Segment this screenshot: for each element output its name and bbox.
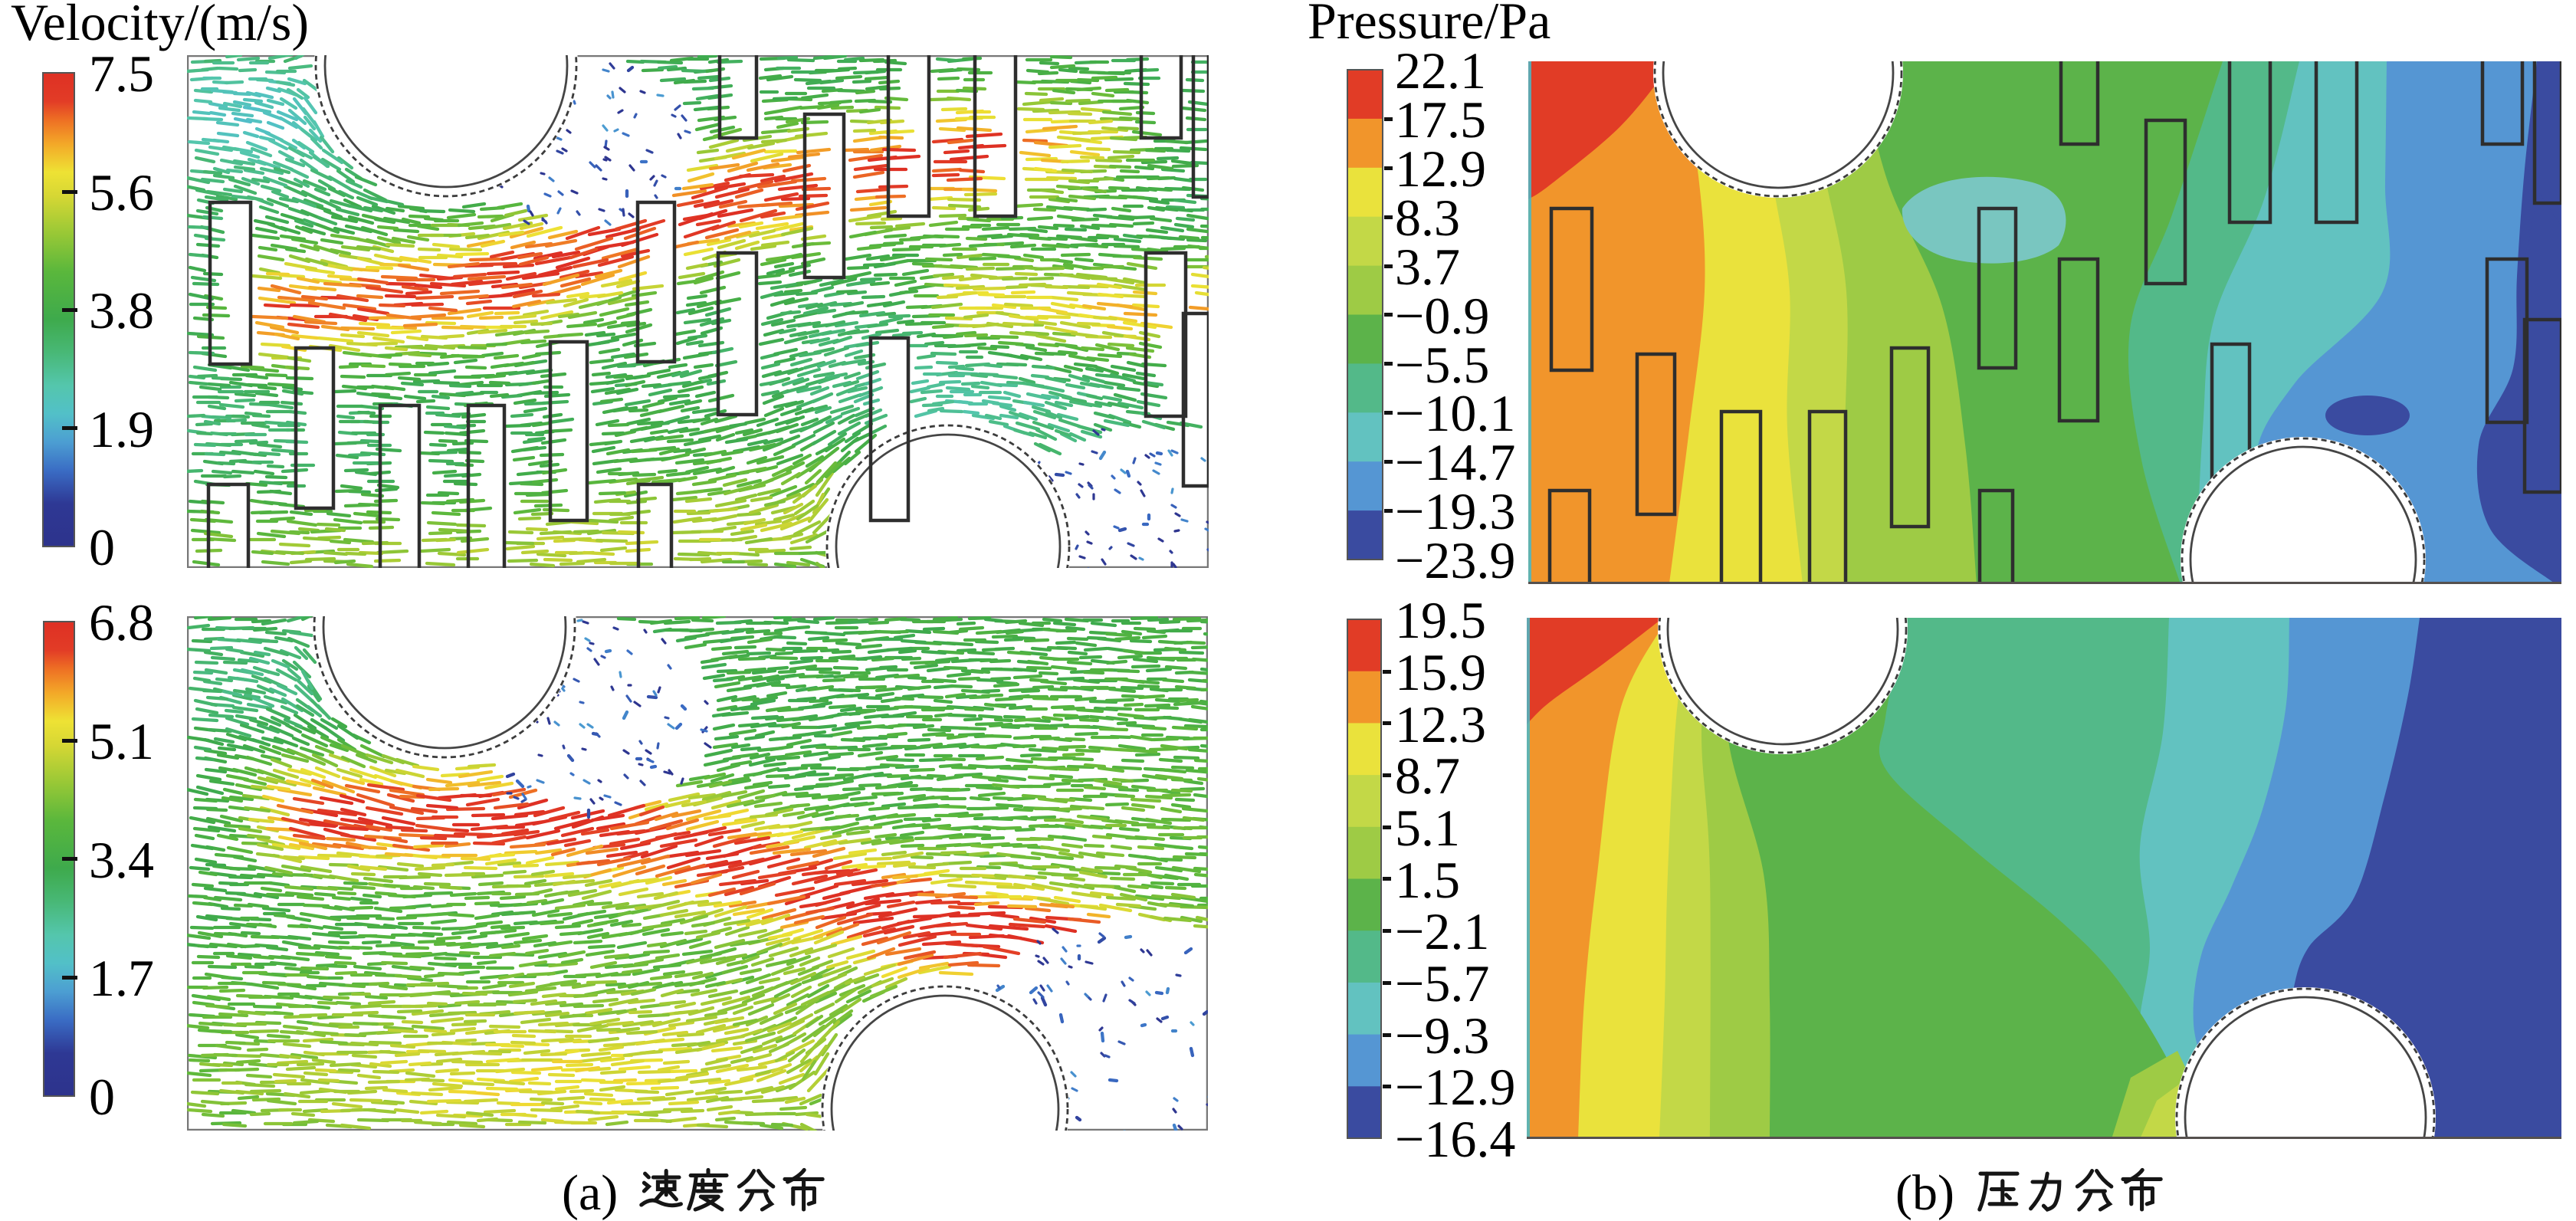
svg-text:0: 0	[89, 1068, 115, 1126]
svg-text:12.9: 12.9	[1395, 139, 1486, 198]
svg-text:17.5: 17.5	[1395, 90, 1486, 149]
svg-text:3.7: 3.7	[1395, 238, 1460, 296]
svg-text:−23.9: −23.9	[1395, 531, 1515, 589]
svg-text:6.8: 6.8	[89, 593, 154, 652]
svg-text:−14.7: −14.7	[1395, 433, 1515, 491]
svg-text:1.5: 1.5	[1395, 851, 1460, 909]
svg-text:−10.1: −10.1	[1395, 384, 1515, 442]
svg-text:(a): (a)	[562, 1165, 618, 1221]
svg-text:Pressure/Pa: Pressure/Pa	[1308, 0, 1551, 50]
svg-text:−19.3: −19.3	[1395, 482, 1515, 540]
svg-text:22.1: 22.1	[1395, 41, 1486, 100]
svg-text:7.5: 7.5	[89, 44, 154, 103]
svg-text:12.3: 12.3	[1395, 695, 1486, 753]
svg-text:0: 0	[89, 518, 115, 576]
svg-text:−5.5: −5.5	[1395, 336, 1489, 394]
svg-text:−9.3: −9.3	[1395, 1006, 1489, 1065]
svg-text:Velocity/(m/s): Velocity/(m/s)	[11, 0, 309, 51]
svg-text:5.1: 5.1	[89, 712, 154, 770]
svg-text:8.3: 8.3	[1395, 189, 1460, 247]
svg-text:−0.9: −0.9	[1395, 287, 1489, 345]
svg-text:1.9: 1.9	[89, 400, 154, 458]
svg-text:19.5: 19.5	[1395, 591, 1486, 649]
svg-text:5.6: 5.6	[89, 163, 154, 222]
svg-text:−5.7: −5.7	[1395, 954, 1489, 1013]
svg-text:8.7: 8.7	[1395, 747, 1460, 805]
svg-text:−2.1: −2.1	[1395, 902, 1489, 960]
svg-text:−16.4: −16.4	[1395, 1110, 1515, 1168]
svg-text:−12.9: −12.9	[1395, 1058, 1515, 1116]
svg-text:3.8: 3.8	[89, 281, 154, 340]
svg-text:5.1: 5.1	[1395, 799, 1460, 857]
svg-text:3.4: 3.4	[89, 831, 154, 889]
svg-text:15.9: 15.9	[1395, 643, 1486, 701]
svg-text:1.7: 1.7	[89, 949, 154, 1007]
svg-text:(b): (b)	[1895, 1165, 1954, 1221]
